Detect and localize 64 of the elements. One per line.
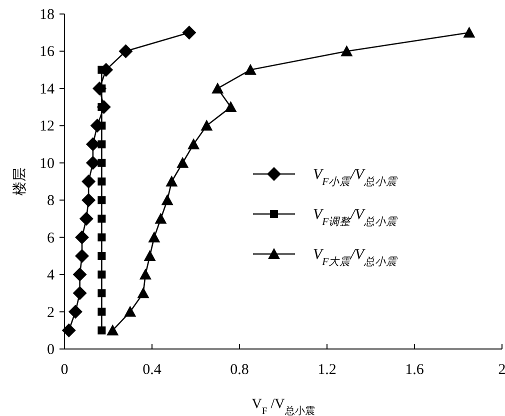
point xyxy=(72,268,87,282)
point xyxy=(86,156,100,170)
point xyxy=(62,323,76,338)
point xyxy=(82,174,96,188)
point xyxy=(118,44,133,58)
x-tick-label: 1.2 xyxy=(318,362,336,378)
point xyxy=(137,287,150,298)
point xyxy=(98,270,106,279)
point xyxy=(98,214,106,223)
point xyxy=(72,286,87,300)
point xyxy=(98,326,106,334)
legend-label: V$_{F调整}$/V$_{总小震}$ xyxy=(313,207,398,228)
y-tick-label: 12 xyxy=(40,118,54,135)
x-tick-label: 0.4 xyxy=(142,362,162,378)
point xyxy=(96,100,111,114)
point xyxy=(75,248,89,263)
point xyxy=(98,252,106,260)
point xyxy=(98,289,106,298)
point xyxy=(82,193,96,208)
point xyxy=(244,64,256,75)
point xyxy=(124,306,136,317)
x-tick-label: 2 xyxy=(498,362,505,378)
point xyxy=(148,231,160,242)
y-tick-label: 4 xyxy=(47,268,55,284)
y-tick-label: 8 xyxy=(47,193,54,210)
point xyxy=(176,156,189,168)
point xyxy=(161,194,174,206)
x-axis-title: V$_{F}$ /V$_{总小震}$ xyxy=(252,397,315,416)
point xyxy=(139,268,152,280)
y-tick-label: 10 xyxy=(40,156,54,172)
y-tick-label: 16 xyxy=(40,44,55,60)
point xyxy=(144,250,156,261)
point xyxy=(166,176,178,186)
point xyxy=(98,140,106,148)
point xyxy=(98,178,106,186)
point xyxy=(68,304,82,319)
point xyxy=(463,26,476,38)
point xyxy=(212,82,224,94)
point xyxy=(188,138,200,150)
y-tick-label: 2 xyxy=(47,304,54,321)
point xyxy=(182,26,196,40)
point xyxy=(75,230,89,244)
legend-label: V$_{F小震}$/V$_{总小震}$ xyxy=(313,167,398,188)
point xyxy=(200,120,213,131)
point xyxy=(106,324,119,336)
point xyxy=(92,81,106,96)
y-tick-label: 14 xyxy=(40,81,55,98)
point xyxy=(98,158,106,167)
legend-label: V$_{F大震}$/V$_{总小震}$ xyxy=(313,247,398,268)
point xyxy=(79,212,94,226)
x-tick-label: 1.6 xyxy=(405,362,424,378)
y-axis-title: 楼层 xyxy=(12,168,28,196)
y-tick-label: 18 xyxy=(40,7,54,23)
point xyxy=(224,101,237,112)
x-tick-label: 0 xyxy=(60,362,68,378)
point xyxy=(98,196,106,204)
point xyxy=(154,212,167,224)
x-tick-label: 0.8 xyxy=(230,362,249,378)
point xyxy=(98,233,106,242)
y-tick-label: 0 xyxy=(47,342,54,358)
y-tick-label: 6 xyxy=(47,230,55,246)
point xyxy=(340,45,353,56)
point xyxy=(86,137,100,152)
point xyxy=(98,308,106,316)
